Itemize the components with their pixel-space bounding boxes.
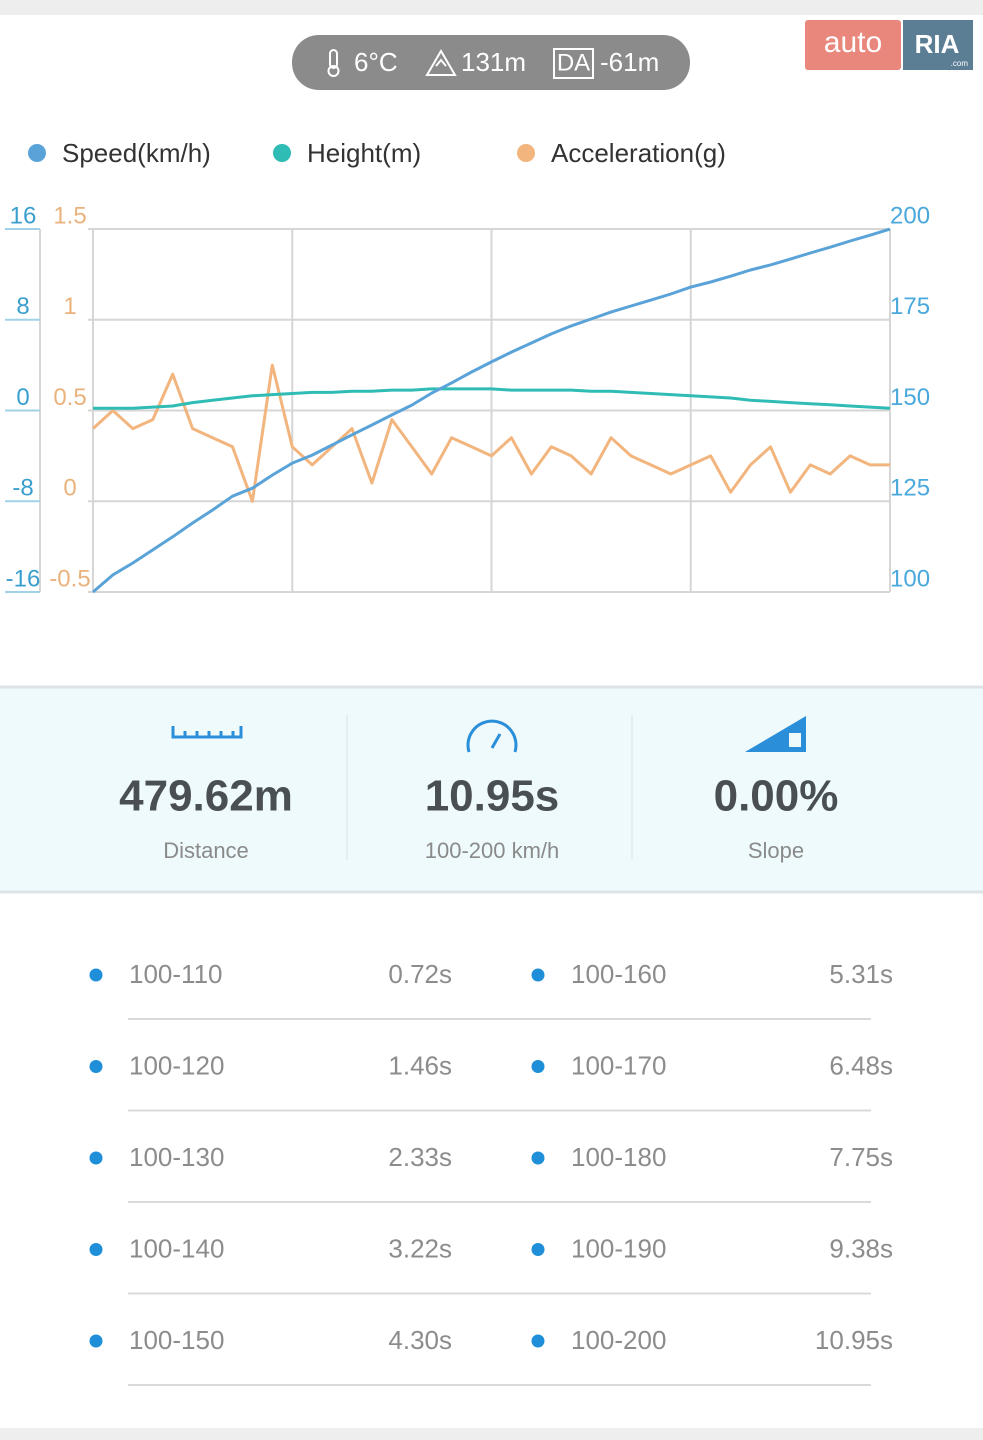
split-range: 100-130 (129, 1142, 224, 1172)
y3-tick-label: 0 (63, 475, 76, 502)
top-strip (0, 0, 983, 15)
logo-brand-box (805, 20, 901, 70)
split-range: 100-160 (571, 959, 666, 989)
mountain-icon (425, 49, 457, 76)
split-dot (531, 1060, 545, 1073)
split-dot (531, 1151, 545, 1165)
logo-brand: auto (824, 26, 882, 59)
split-time: 3.22s (388, 1233, 452, 1263)
split-range: 100-120 (129, 1050, 224, 1080)
split-range: 100-180 (571, 1142, 666, 1172)
legend-label: Height(m) (307, 138, 421, 168)
split-dot (89, 968, 103, 982)
legend-label: Speed(km/h) (62, 138, 211, 168)
y2-tick-label: 175 (890, 293, 930, 320)
series-line (93, 387, 891, 410)
split-time: 0.72s (388, 959, 452, 989)
split-range: 100-190 (571, 1233, 666, 1263)
y2-tick-label: 200 (890, 202, 930, 229)
y3-tick-label: 1.5 (53, 202, 86, 229)
chart: Speed(km/h) Height(m) Acceleration(g) -16 -8… (5, 138, 930, 594)
speedometer-icon (466, 719, 518, 753)
density-altitude: -61m (600, 47, 659, 77)
ruler-icon (171, 726, 243, 739)
y3-tick-label: 1 (63, 293, 76, 320)
split-range: 100-170 (571, 1050, 666, 1080)
temperature: 6°C (354, 47, 398, 77)
split-range: 100-140 (129, 1233, 224, 1263)
split-time: 5.31s (829, 959, 893, 989)
y-tick-label: 8 (16, 293, 29, 320)
logo-ria-box (903, 20, 973, 70)
y2-tick-label: 125 (890, 475, 930, 502)
split-time: 2.33s (388, 1142, 452, 1172)
y3-tick-label: -0.5 (49, 565, 90, 592)
splits: 100-110 0.72s 100-120 1.46s 100-130 2.33s 100-… (89, 959, 893, 1386)
split-dot (89, 1334, 103, 1348)
da-box (553, 48, 594, 79)
logo-domain: .com (951, 59, 969, 68)
summary-value: 479.62m (119, 772, 293, 821)
y2-tick-label: 150 (890, 384, 930, 411)
split-time: 4.30s (388, 1325, 452, 1355)
y-tick-label: -8 (12, 475, 33, 502)
summary-label: 100-200 km/h (425, 838, 560, 863)
split-dot (89, 1060, 103, 1073)
bottom-strip (0, 1428, 983, 1440)
legend-marker (517, 144, 535, 162)
split-time: 10.95s (815, 1325, 893, 1355)
slope-icon-cut (789, 733, 801, 747)
split-range: 100-200 (571, 1325, 666, 1355)
legend-marker (273, 144, 291, 162)
summary-label: Distance (163, 838, 249, 863)
split-dot (531, 1334, 545, 1348)
split-dot (531, 1243, 545, 1256)
split-dot (89, 1151, 103, 1165)
split-time: 7.75s (829, 1142, 893, 1172)
split-dot (531, 968, 545, 982)
split-time: 9.38s (829, 1233, 893, 1263)
summary-value: 0.00% (714, 772, 839, 821)
split-range: 100-150 (129, 1325, 224, 1355)
y-tick-label: 16 (10, 202, 37, 229)
y-tick-label: 0 (16, 384, 29, 411)
legend-marker (28, 144, 46, 162)
y3-tick-label: 0.5 (53, 384, 86, 411)
y2-tick-label: 100 (890, 565, 930, 592)
summary-label: Slope (748, 838, 804, 863)
altitude: 131m (461, 47, 526, 77)
logo-ria: RIA (915, 29, 960, 59)
series-line (91, 363, 890, 503)
split-range: 100-110 (129, 959, 223, 989)
split-time: 6.48s (829, 1050, 893, 1080)
split-time: 1.46s (388, 1050, 452, 1080)
summary-value: 10.95s (425, 772, 560, 821)
series-line (92, 227, 891, 594)
summary: 479.62m Distance 10.95s 100-200 km/h 0.00% Sl… (119, 772, 838, 863)
y-tick-label: -16 (6, 565, 41, 592)
da-badge: DA (557, 49, 590, 76)
legend-label: Acceleration(g) (551, 138, 726, 168)
split-dot (89, 1243, 103, 1256)
thermometer-icon (327, 49, 340, 77)
